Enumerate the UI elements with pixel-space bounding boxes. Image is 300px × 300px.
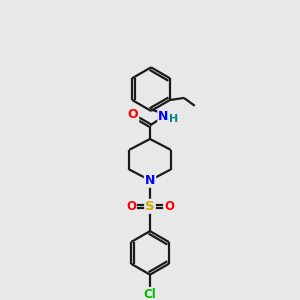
- Text: N: N: [145, 174, 155, 187]
- Text: O: O: [164, 200, 174, 213]
- Text: O: O: [126, 200, 136, 213]
- Text: Cl: Cl: [144, 288, 156, 300]
- Text: S: S: [145, 200, 155, 213]
- Text: H: H: [169, 114, 178, 124]
- Text: N: N: [158, 110, 169, 123]
- Text: O: O: [128, 108, 138, 121]
